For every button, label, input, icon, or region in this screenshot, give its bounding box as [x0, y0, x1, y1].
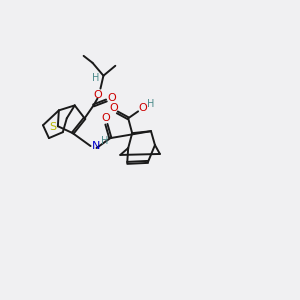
Text: O: O [139, 103, 147, 113]
Text: H: H [147, 99, 155, 110]
Text: O: O [109, 103, 118, 113]
Text: H: H [101, 136, 108, 146]
Text: N: N [92, 141, 101, 151]
Text: H: H [92, 73, 99, 83]
Text: O: O [101, 113, 110, 123]
Text: S: S [49, 122, 56, 132]
Text: O: O [107, 94, 116, 103]
Text: O: O [93, 89, 102, 100]
